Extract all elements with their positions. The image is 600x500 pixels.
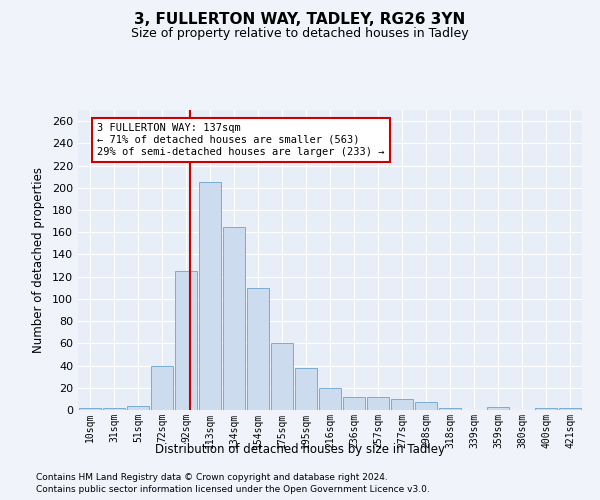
Text: Size of property relative to detached houses in Tadley: Size of property relative to detached ho… [131,28,469,40]
Bar [535,408,557,410]
Bar [343,396,365,410]
Bar [367,396,389,410]
Text: 3 FULLERTON WAY: 137sqm
← 71% of detached houses are smaller (563)
29% of semi-d: 3 FULLERTON WAY: 137sqm ← 71% of detache… [97,124,385,156]
Bar [127,406,149,410]
Bar [439,408,461,410]
Bar [199,182,221,410]
Bar [223,226,245,410]
Text: Contains HM Land Registry data © Crown copyright and database right 2024.: Contains HM Land Registry data © Crown c… [36,472,388,482]
Bar [559,408,581,410]
Bar [151,366,173,410]
Bar [487,406,509,410]
Bar [247,288,269,410]
Bar [271,344,293,410]
Text: Contains public sector information licensed under the Open Government Licence v3: Contains public sector information licen… [36,485,430,494]
Y-axis label: Number of detached properties: Number of detached properties [32,167,45,353]
Bar [295,368,317,410]
Text: 3, FULLERTON WAY, TADLEY, RG26 3YN: 3, FULLERTON WAY, TADLEY, RG26 3YN [134,12,466,28]
Bar [415,402,437,410]
Bar [79,408,101,410]
Bar [175,271,197,410]
Bar [103,408,125,410]
Bar [391,399,413,410]
Bar [319,388,341,410]
Text: Distribution of detached houses by size in Tadley: Distribution of detached houses by size … [155,442,445,456]
